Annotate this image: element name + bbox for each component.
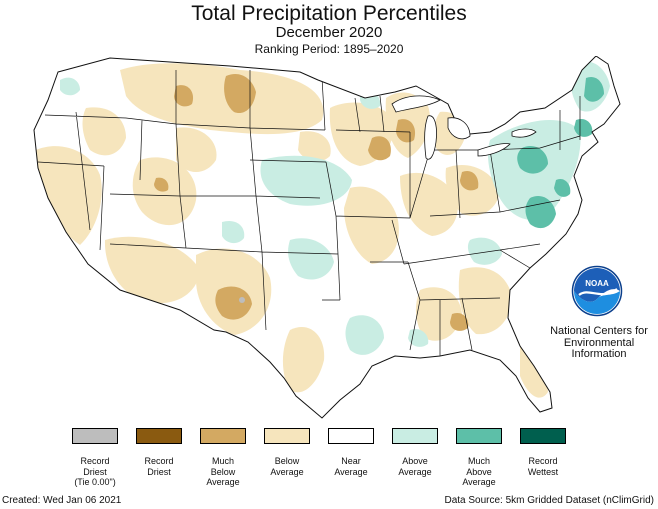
- legend-label-line: Driest: [147, 466, 171, 477]
- lake-erie: [477, 143, 511, 157]
- legend-label-line: Average: [334, 466, 368, 477]
- legend-swatch: [136, 428, 182, 444]
- legend-label: Above Average: [378, 456, 452, 477]
- lake-michigan: [424, 115, 437, 160]
- legend-label-line: Record: [80, 456, 110, 466]
- legend-label: Record Driest (Tie 0.00"): [58, 456, 132, 488]
- lake-huron: [447, 117, 471, 140]
- legend-label: Record Wettest: [506, 456, 580, 477]
- much-below-average-regions: [154, 73, 479, 331]
- legend-label-line: Wettest: [527, 466, 559, 477]
- legend-label: Much Above Average: [442, 456, 516, 488]
- state-borders: [37, 70, 581, 356]
- legend-label-line: Record: [144, 456, 174, 466]
- legend-label-line: (Tie 0.00"): [74, 477, 116, 487]
- legend-label-line: Much: [211, 456, 234, 466]
- legend-label-line: Driest: [83, 466, 107, 477]
- legend-label: Much Below Average: [186, 456, 260, 488]
- ncei-line-2: Environmental: [563, 336, 635, 349]
- legend-swatch: [392, 428, 438, 444]
- noaa-logo: NOAA: [571, 265, 623, 317]
- legend-swatch: [456, 428, 502, 444]
- legend-swatch: [520, 428, 566, 444]
- legend-label-line: Average: [398, 466, 432, 477]
- map-subtitle: December 2020: [275, 24, 383, 41]
- svg-text:NOAA: NOAA: [585, 279, 609, 288]
- legend-label-line: Above: [466, 466, 492, 477]
- legend-swatch: [264, 428, 310, 444]
- ncei-name: National Centers for Environmental Infor…: [540, 325, 658, 361]
- ncei-line-3: Information: [571, 348, 627, 360]
- lake-ontario: [511, 128, 537, 138]
- legend-swatch: [328, 428, 374, 444]
- great-lakes: [391, 95, 537, 160]
- legend-label: Below Average: [250, 456, 324, 477]
- map-title: Total Precipitation Percentiles: [191, 2, 467, 25]
- noaa-seal-icon: NOAA: [571, 265, 623, 317]
- legend-label-line: Average: [206, 477, 240, 487]
- lake-superior: [391, 95, 441, 113]
- record-driest-tie-spot: [239, 297, 245, 303]
- much-above-average-regions: [517, 76, 604, 229]
- precipitation-percentile-map: [33, 56, 621, 419]
- legend-label: Record Driest: [122, 456, 196, 477]
- legend-label-line: Average: [270, 466, 304, 477]
- legend-label-line: Below: [274, 456, 300, 466]
- data-source: Data Source: 5km Gridded Dataset (nClimG…: [444, 495, 654, 506]
- legend-label-line: Near: [341, 456, 361, 466]
- created-date: Created: Wed Jan 06 2021: [2, 495, 122, 506]
- legend-swatch: [72, 428, 118, 444]
- legend: Record Driest (Tie 0.00") Record Driest …: [70, 428, 570, 498]
- legend-label: Near Average: [314, 456, 388, 477]
- legend-label-line: Below: [210, 466, 236, 477]
- ranking-period: Ranking Period: 1895–2020: [254, 42, 404, 56]
- legend-swatch: [200, 428, 246, 444]
- legend-label-line: Much: [467, 456, 490, 466]
- legend-label-line: Record: [528, 456, 558, 466]
- legend-label-line: Above: [402, 456, 428, 466]
- ncei-line-1: National Centers for: [550, 325, 648, 337]
- legend-label-line: Average: [462, 477, 496, 487]
